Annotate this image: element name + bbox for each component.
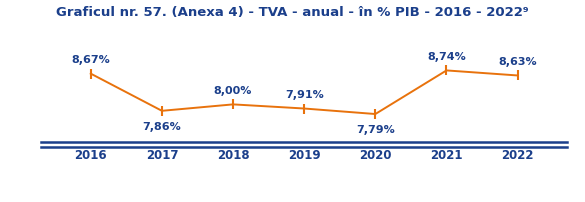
Text: 8,63%: 8,63%	[498, 57, 537, 67]
Text: Graficul nr. 57. (Anexa 4) - TVA - anual - în % PIB - 2016 - 2022⁹: Graficul nr. 57. (Anexa 4) - TVA - anual…	[56, 6, 529, 19]
Text: 7,91%: 7,91%	[285, 90, 324, 100]
Text: 7,86%: 7,86%	[143, 121, 181, 131]
Text: 8,74%: 8,74%	[427, 52, 466, 62]
Text: 8,67%: 8,67%	[71, 55, 110, 65]
Text: 8,00%: 8,00%	[214, 86, 252, 96]
Text: 7,79%: 7,79%	[356, 124, 395, 135]
